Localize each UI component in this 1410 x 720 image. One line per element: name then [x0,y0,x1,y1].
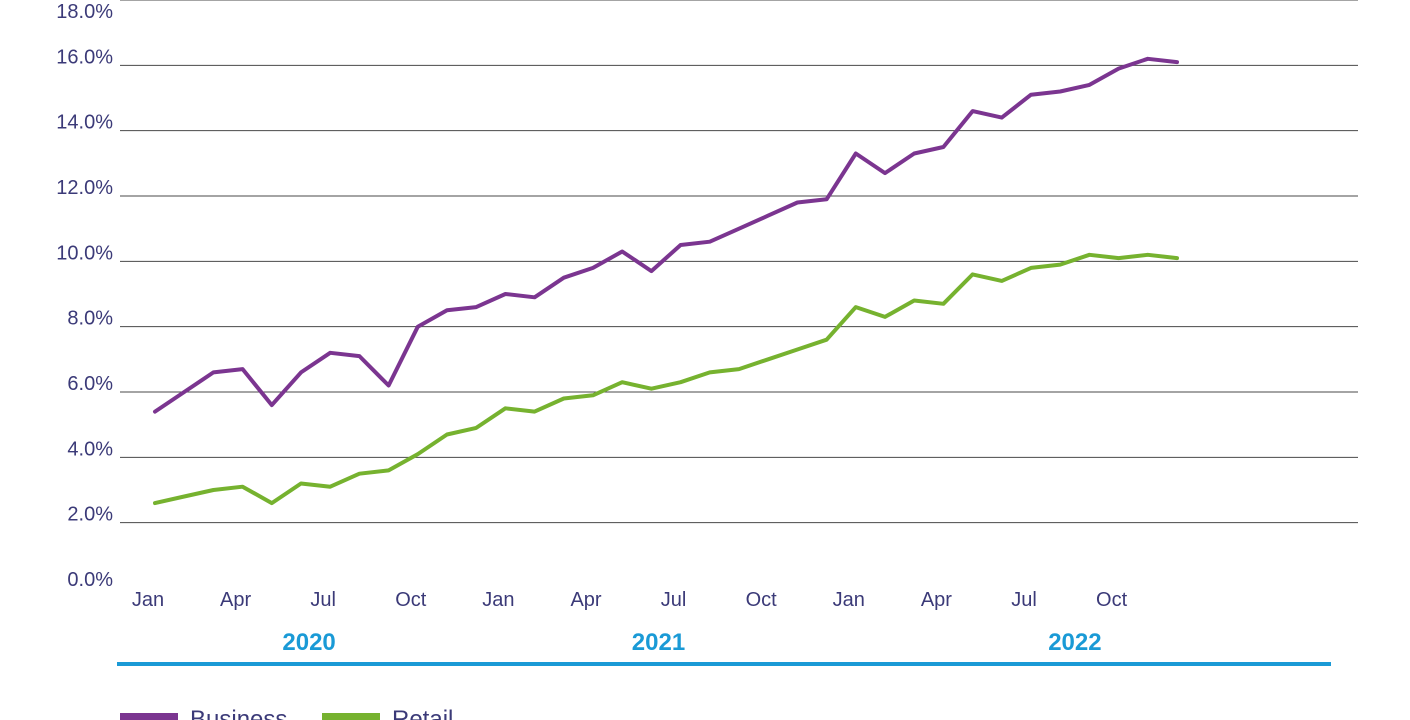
y-tick-label: 14.0% [56,112,113,134]
x-tick-label: Apr [220,589,251,611]
x-tick-label: Oct [395,589,427,611]
legend-swatch-business [120,713,178,720]
x-tick-label: Apr [921,589,952,611]
y-axis-ticks: 0.0% 2.0% 4.0% 6.0% 8.0% 10.0% 12.0% 14.0% 16.0%… [56,1,113,591]
x-tick-label: Jan [833,589,865,611]
y-tick-label: 16.0% [56,46,113,68]
legend-label-retail: Retail [392,706,453,720]
y-tick-label: 10.0% [56,242,113,264]
year-label: 2022 [1048,629,1101,656]
year-label: 2021 [632,629,685,656]
x-tick-label: Jul [310,589,336,611]
y-tick-label: 0.0% [67,569,113,591]
x-tick-label: Oct [1096,589,1128,611]
x-tick-label: Jan [482,589,514,611]
year-label: 2020 [282,629,335,656]
y-tick-label: 8.0% [67,308,113,330]
x-tick-label: Oct [746,589,778,611]
x-tick-label: Jul [1011,589,1037,611]
year-groups: 2020 2021 2022 [117,629,1331,666]
legend: Business Retail [120,706,453,720]
series-line-retail [153,252,1179,506]
x-tick-label: Jul [661,589,687,611]
y-tick-label: 12.0% [56,177,113,199]
series-line-business [153,56,1179,414]
y-tick-label: 2.0% [67,504,113,526]
y-tick-label: 4.0% [67,438,113,460]
legend-swatch-retail [322,713,380,720]
legend-label-business: Business [190,706,287,720]
series-lines [153,56,1179,506]
x-axis-ticks: Jan Apr Jul Oct Jan Apr Jul Oct Jan Apr Jul Oct [132,589,1128,611]
y-tick-label: 18.0% [56,1,113,23]
gridlines [120,0,1358,524]
y-tick-label: 6.0% [67,373,113,395]
x-tick-label: Jan [132,589,164,611]
x-tick-label: Apr [570,589,601,611]
